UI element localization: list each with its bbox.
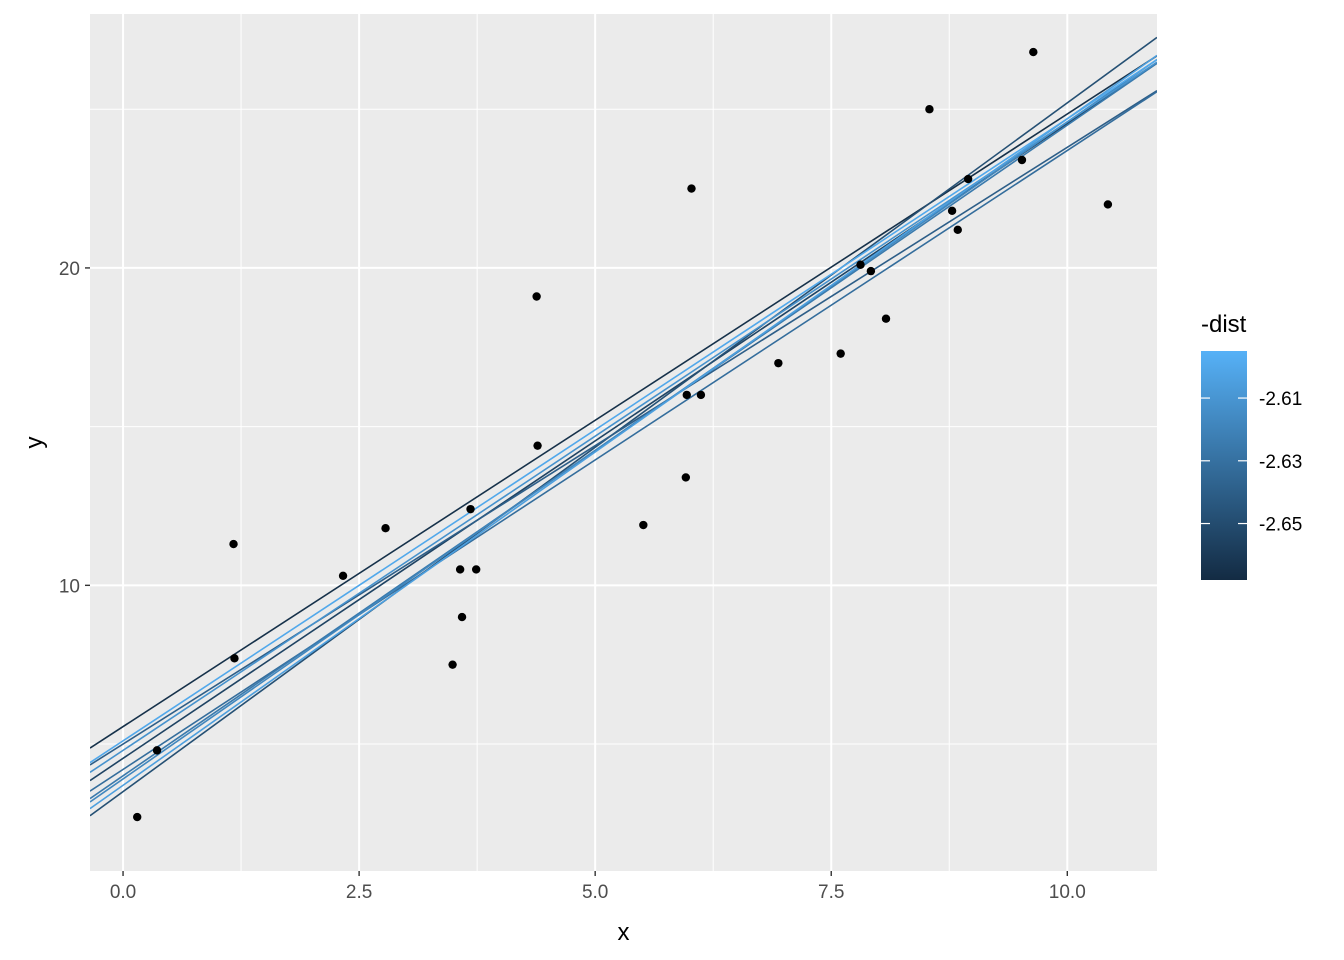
legend-tick-label: -2.63 [1259,452,1302,473]
data-point-9 [457,612,467,622]
data-point-14 [639,520,648,530]
y-axis-title: y [21,437,48,449]
fit-line-7 [90,58,1157,803]
data-point-22 [866,266,876,276]
legend-ticks: -2.61 -2.63 -2.65 [1201,389,1302,536]
x-axis: 0.0 2.5 5.0 7.5 10.0 [110,871,1086,903]
data-point-27 [963,174,973,184]
x-tick-label: 10.0 [1049,882,1086,903]
legend-tick-label: -2.61 [1259,389,1302,410]
data-point-26 [953,225,962,235]
data-point-21 [856,260,865,269]
data-point-29 [1029,47,1038,57]
data-point-19 [774,358,783,368]
data-point-18 [696,390,706,400]
y-axis: 10 20 [59,259,90,597]
legend-title: -dist [1201,311,1247,338]
fit-line-9 [90,54,1157,810]
fit-line-10 [90,58,1157,764]
data-point-23 [881,314,891,323]
x-axis-title: x [618,919,630,946]
data-point-25 [947,206,957,215]
y-tick-label: 20 [59,259,80,280]
data-point-16 [682,390,691,400]
data-point-5 [338,571,348,581]
data-point-17 [687,184,696,193]
fit-line-4 [90,89,1157,766]
data-point-8 [455,565,465,574]
fit-line-5 [90,91,1157,792]
plot-panel [90,14,1157,871]
data-point-2 [152,746,162,755]
data-point-3 [229,539,238,549]
x-tick-label: 0.0 [110,882,136,903]
y-tick-label: 10 [59,576,80,597]
data-point-12 [532,292,541,301]
fit-line-1 [90,55,1157,749]
legend: -dist -2.61 -2.63 -2.65 [1201,311,1302,580]
x-tick-label: 2.5 [346,882,372,903]
data-points [133,47,1113,822]
data-point-15 [681,473,691,482]
data-point-6 [381,524,390,533]
major-gridlines [90,14,1157,871]
x-tick-label: 7.5 [818,882,844,903]
data-point-10 [466,504,475,514]
data-point-11 [471,565,481,574]
x-tick-label: 5.0 [582,882,608,903]
legend-colorbar [1201,351,1247,580]
data-point-13 [533,441,542,450]
data-point-20 [836,349,845,358]
data-point-24 [925,105,934,114]
data-point-7 [448,660,457,669]
data-point-30 [1103,200,1113,209]
fit-line-3 [90,36,1157,817]
legend-tick-label: -2.65 [1259,515,1302,536]
fit-lines [90,36,1157,817]
data-point-1 [133,812,142,822]
data-point-4 [230,654,239,663]
data-point-28 [1017,155,1027,165]
